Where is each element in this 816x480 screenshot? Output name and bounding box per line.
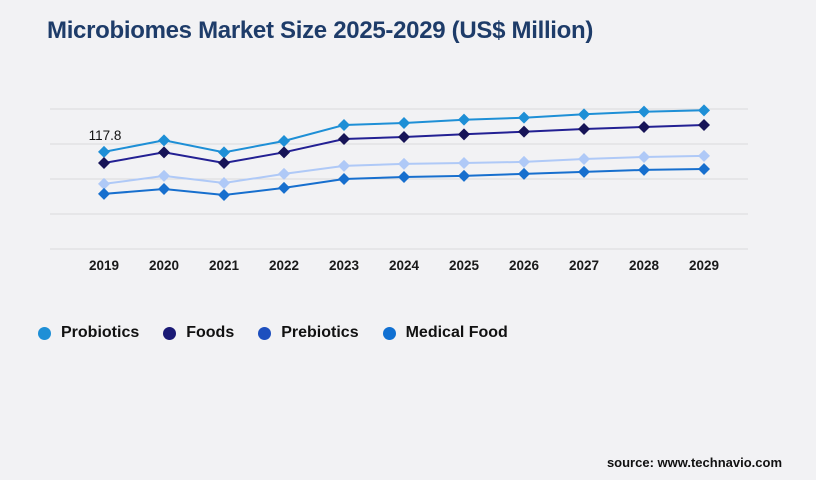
marker-foods — [398, 131, 410, 143]
source-attribution: source: www.technavio.com — [606, 455, 782, 470]
marker-foods — [698, 119, 710, 131]
marker-prebiotics — [218, 177, 230, 189]
marker-prebiotics — [158, 169, 170, 182]
x-axis-label: 2022 — [269, 258, 299, 273]
x-axis-label: 2019 — [89, 258, 119, 273]
marker-prebiotics — [278, 167, 290, 180]
marker-medical-food — [578, 165, 590, 178]
marker-foods — [638, 121, 650, 133]
legend-label: Probiotics — [61, 324, 140, 341]
legend-dot-icon — [163, 326, 177, 340]
marker-probiotics — [578, 108, 590, 121]
chart-title: Microbiomes Market Size 2025-2029 (US$ M… — [47, 17, 594, 44]
marker-medical-food — [698, 163, 710, 175]
data-point-label: 117.8 — [89, 128, 122, 143]
marker-medical-food — [398, 171, 410, 183]
line-chart: 2019 2020 2021 2022 2023 2024 2025 2026 2027 2028… — [50, 104, 748, 273]
legend-label: Prebiotics — [281, 324, 359, 341]
x-axis-label: 2026 — [509, 258, 540, 273]
marker-medical-food — [218, 189, 230, 201]
marker-foods — [158, 146, 170, 159]
legend-item-prebiotics: Prebiotics — [258, 324, 359, 342]
marker-prebiotics — [98, 177, 110, 190]
marker-foods — [518, 125, 530, 138]
chart-legend: Probiotics Foods Prebiotics Medical Food — [38, 324, 508, 342]
marker-probiotics — [518, 111, 530, 124]
marker-medical-food — [278, 181, 290, 194]
marker-foods — [338, 133, 350, 145]
legend-label: Medical Food — [405, 324, 508, 341]
marker-foods — [98, 157, 110, 169]
marker-probiotics — [698, 104, 710, 117]
marker-medical-food — [158, 183, 170, 195]
x-axis-label: 2023 — [329, 258, 360, 273]
x-axis-label: 2021 — [209, 258, 240, 273]
marker-prebiotics — [578, 153, 590, 165]
x-axis-label: 2025 — [449, 258, 480, 273]
marker-probiotics — [458, 113, 470, 126]
x-axis-label: 2028 — [629, 258, 660, 273]
marker-medical-food — [458, 169, 470, 182]
marker-foods — [458, 128, 470, 141]
marker-probiotics — [398, 117, 410, 129]
marker-probiotics — [278, 135, 290, 147]
marker-foods — [218, 157, 230, 169]
marker-medical-food — [638, 163, 650, 176]
marker-prebiotics — [338, 159, 350, 172]
marker-prebiotics — [638, 151, 650, 163]
marker-prebiotics — [398, 157, 410, 170]
legend-item-probiotics: Probiotics — [38, 324, 139, 342]
marker-prebiotics — [698, 149, 710, 162]
legend-dot-icon — [38, 326, 51, 340]
legend-dot-icon — [258, 326, 272, 340]
legend-dot-icon — [382, 326, 396, 340]
x-axis-label: 2020 — [149, 258, 179, 273]
marker-probiotics — [338, 119, 350, 131]
marker-probiotics — [98, 145, 110, 158]
x-axis-label: 2029 — [689, 258, 719, 273]
marker-probiotics — [638, 105, 650, 118]
marker-foods — [278, 146, 290, 159]
x-axis-label: 2027 — [569, 258, 599, 273]
marker-medical-food — [518, 167, 530, 180]
x-axis-label: 2024 — [389, 258, 420, 273]
marker-prebiotics — [518, 155, 530, 168]
marker-probiotics — [158, 134, 170, 147]
marker-medical-food — [98, 187, 110, 200]
legend-label: Foods — [186, 324, 235, 341]
marker-foods — [578, 123, 590, 135]
legend-item-foods: Foods — [163, 324, 234, 342]
marker-prebiotics — [458, 157, 470, 169]
legend-item-medical-food: Medical Food — [382, 324, 508, 342]
marker-medical-food — [338, 173, 350, 185]
marker-probiotics — [218, 146, 230, 159]
